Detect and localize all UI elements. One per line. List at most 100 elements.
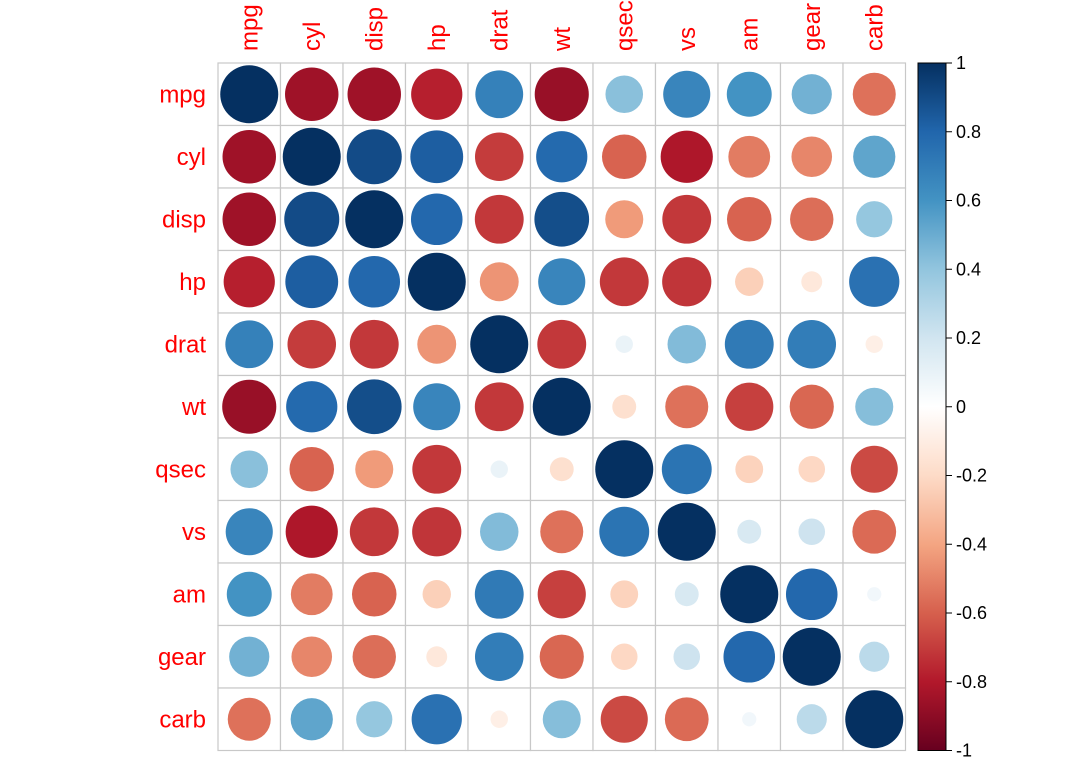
corr-circle-disp-wt <box>534 191 590 247</box>
corr-circle-drat-vs <box>667 325 706 364</box>
corr-circle-am-hp <box>422 580 451 609</box>
corr-circle-mpg-disp <box>347 67 401 121</box>
corr-circle-disp-cyl <box>284 191 340 247</box>
corr-circle-wt-carb <box>855 387 894 426</box>
corr-circle-mpg-gear <box>791 74 832 115</box>
corr-circle-am-am <box>720 565 779 624</box>
corr-circle-hp-hp <box>407 252 466 311</box>
row-label-vs: vs <box>182 519 206 546</box>
corr-circle-mpg-carb <box>852 72 896 116</box>
column-labels: mpg cyl disp hp drat wt qsec vs am gear carb <box>236 0 888 52</box>
corr-circle-qsec-am <box>735 455 764 484</box>
corr-circle-am-mpg <box>226 571 272 617</box>
corr-circle-qsec-disp <box>355 450 394 489</box>
corr-circle-hp-qsec <box>599 257 649 307</box>
corr-circle-am-gear <box>785 568 838 621</box>
correlation-circles <box>220 65 904 749</box>
corr-circle-qsec-wt <box>549 457 574 482</box>
corr-circle-drat-gear <box>787 319 837 369</box>
corr-circle-mpg-am <box>726 71 772 117</box>
corr-circle-carb-qsec <box>600 695 648 743</box>
corr-circle-hp-vs <box>662 257 712 307</box>
colorbar-gradient <box>917 62 947 751</box>
corr-circle-carb-mpg <box>227 697 271 741</box>
corr-circle-vs-drat <box>480 512 519 551</box>
column-label-mpg: mpg <box>236 4 263 51</box>
row-label-carb: carb <box>159 706 206 733</box>
corr-circle-gear-mpg <box>229 636 270 677</box>
corr-circle-disp-vs <box>662 194 712 244</box>
row-label-am: am <box>173 581 206 608</box>
corr-circle-mpg-vs <box>663 70 711 118</box>
corr-circle-vs-wt <box>540 510 584 554</box>
column-label-cyl: cyl <box>299 22 326 51</box>
colorbar-tick-label: 0.2 <box>956 328 981 348</box>
corr-circle-hp-cyl <box>285 255 339 309</box>
column-label-am: am <box>736 18 763 51</box>
colorbar-tick-label: -1 <box>956 741 972 761</box>
row-label-qsec: qsec <box>155 456 206 483</box>
colorbar-tick-label: 0.8 <box>956 122 981 142</box>
corr-circle-mpg-drat <box>475 70 524 119</box>
corr-circle-gear-cyl <box>291 636 333 678</box>
column-label-vs: vs <box>674 27 701 51</box>
corr-circle-carb-gear <box>796 704 827 735</box>
corr-circle-gear-am <box>723 630 776 683</box>
corr-circle-vs-carb <box>852 509 897 554</box>
colorbar-tick-label: 0.6 <box>956 191 981 211</box>
corr-circle-vs-am <box>737 519 762 544</box>
corr-circle-drat-disp <box>349 319 399 369</box>
row-label-hp: hp <box>179 269 206 296</box>
corr-circle-cyl-disp <box>346 129 402 185</box>
corr-circle-am-vs <box>674 582 699 607</box>
row-label-wt: wt <box>181 394 206 421</box>
row-label-mpg: mpg <box>159 81 206 108</box>
corr-circle-wt-hp <box>413 383 461 431</box>
corr-circle-carb-vs <box>664 697 709 742</box>
corr-circle-hp-disp <box>348 255 401 308</box>
colorbar-tick-label: 0.4 <box>956 259 981 279</box>
colorbar-tick-label: -0.6 <box>956 603 987 623</box>
corr-circle-am-qsec <box>610 580 639 609</box>
corr-circle-disp-am <box>726 196 772 242</box>
corr-circle-cyl-mpg <box>222 130 276 184</box>
corr-circle-carb-wt <box>542 700 581 739</box>
corr-circle-wt-qsec <box>612 394 637 419</box>
column-label-carb: carb <box>861 4 888 51</box>
colorbar-tick-label: -0.4 <box>956 534 987 554</box>
corr-circle-am-wt <box>537 570 586 619</box>
corr-circle-wt-disp <box>346 379 402 435</box>
corr-circle-cyl-hp <box>410 130 464 184</box>
column-label-wt: wt <box>549 27 576 52</box>
column-label-disp: disp <box>361 7 388 51</box>
corr-circle-disp-disp <box>345 190 404 249</box>
corr-circle-drat-qsec <box>615 335 633 353</box>
corr-circle-qsec-vs <box>661 444 712 495</box>
corr-circle-disp-qsec <box>605 200 644 239</box>
corr-circle-hp-mpg <box>223 256 275 308</box>
corr-circle-drat-hp <box>417 324 457 364</box>
corr-circle-disp-drat <box>474 194 524 244</box>
corr-circle-disp-carb <box>856 201 893 238</box>
corr-circle-vs-hp <box>412 507 462 557</box>
corr-circle-carb-disp <box>356 701 393 738</box>
corr-circle-vs-qsec <box>599 506 650 557</box>
corr-circle-wt-vs <box>665 385 709 429</box>
corr-circle-mpg-cyl <box>285 67 339 121</box>
corr-circle-disp-mpg <box>222 192 276 246</box>
corr-circle-disp-hp <box>410 193 463 246</box>
corr-circle-vs-mpg <box>225 508 273 556</box>
corr-circle-vs-disp <box>349 507 399 557</box>
row-label-cyl: cyl <box>177 144 206 171</box>
colorbar-tick-label: 0 <box>956 397 966 417</box>
corr-circle-mpg-wt <box>534 67 589 122</box>
corr-circle-cyl-gear <box>791 136 833 178</box>
corr-circle-qsec-mpg <box>230 450 269 489</box>
corr-circle-am-cyl <box>290 573 333 616</box>
corr-circle-carb-carb <box>845 690 904 749</box>
column-label-qsec: qsec <box>611 0 638 51</box>
corr-circle-am-drat <box>474 569 524 619</box>
corr-circle-cyl-cyl <box>282 127 341 186</box>
corr-circle-drat-carb <box>865 335 883 353</box>
corr-circle-qsec-drat <box>490 460 508 478</box>
